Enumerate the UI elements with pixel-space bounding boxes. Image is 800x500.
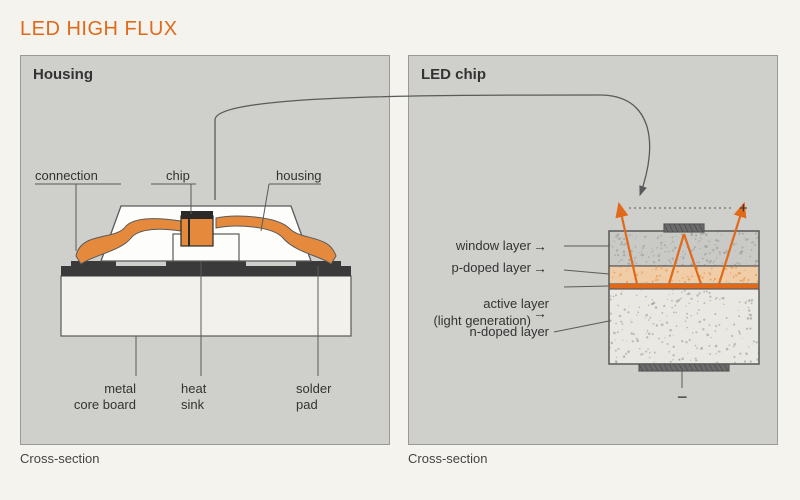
caption-housing: Cross-section: [20, 451, 390, 466]
main-title: LED HIGH FLUX: [20, 18, 780, 41]
lbl-metal-core-board: metal core board: [66, 381, 136, 414]
caption-ledchip: Cross-section: [408, 451, 778, 466]
panel-housing: Housing connection chip housing metal co…: [20, 55, 390, 445]
arrow-icon: →: [533, 260, 547, 278]
panel-ledchip-wrap: LED chip window layer→ p-doped layer→ ac…: [408, 55, 778, 466]
lbl-connection: connection: [35, 168, 98, 184]
lbl-window-layer: window layer→: [429, 238, 549, 256]
lbl-p-doped: p-doped layer→: [429, 260, 549, 278]
lbl-heat-sink: heat sink: [181, 381, 206, 414]
lbl-n-doped: n-doped layer: [429, 324, 549, 340]
panel-housing-wrap: Housing connection chip housing metal co…: [20, 55, 390, 466]
lbl-housing: housing: [276, 168, 322, 184]
lbl-solder-pad: solder pad: [296, 381, 331, 414]
arrow-icon: →: [533, 238, 547, 256]
panel-ledchip: LED chip window layer→ p-doped layer→ ac…: [408, 55, 778, 445]
lbl-minus: −: [677, 386, 688, 409]
panels-row: Housing connection chip housing metal co…: [20, 55, 780, 466]
lbl-chip: chip: [166, 168, 190, 184]
lbl-plus: +: [739, 200, 748, 219]
arrow-icon: →: [533, 305, 547, 323]
